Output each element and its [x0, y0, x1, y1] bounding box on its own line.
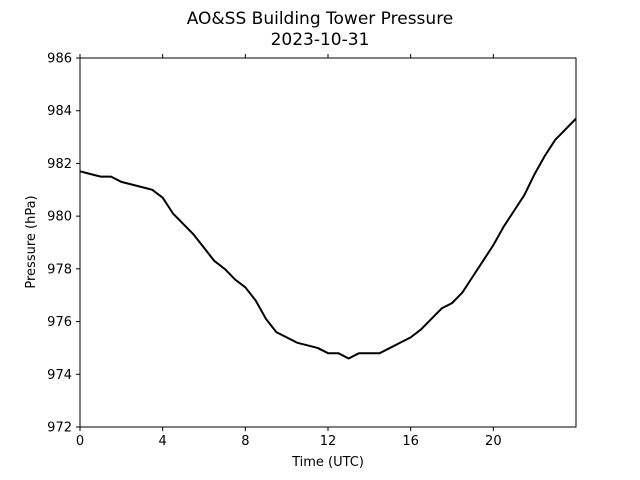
plot-area-frame	[79, 57, 577, 428]
y-tick-label: 986	[47, 52, 72, 67]
x-tick-label: 4	[159, 434, 167, 449]
x-tick-label: 8	[241, 434, 249, 449]
y-tick-label: 972	[47, 421, 72, 436]
axis-ticks: 0 4 8 12 16 20 972 974 976 978 980 982 984 986	[47, 52, 501, 450]
y-tick-label: 984	[47, 104, 72, 119]
chart-title: AO&SS Building Tower Pressure	[187, 9, 454, 29]
x-tick-label: 0	[76, 434, 84, 449]
chart-subtitle: 2023-10-31	[271, 30, 370, 50]
y-tick-label: 976	[47, 315, 72, 330]
y-tick-label: 982	[47, 157, 72, 172]
pressure-series-line	[79, 117, 577, 360]
y-tick-label: 980	[47, 210, 72, 225]
y-tick-label: 974	[47, 368, 72, 383]
y-axis-label: Pressure (hPa)	[24, 195, 39, 288]
x-tick-label: 16	[402, 434, 419, 449]
x-axis-label: Time (UTC)	[291, 455, 364, 470]
x-tick-label: 12	[320, 434, 337, 449]
y-tick-label: 978	[47, 262, 72, 277]
x-tick-label: 20	[485, 434, 502, 449]
